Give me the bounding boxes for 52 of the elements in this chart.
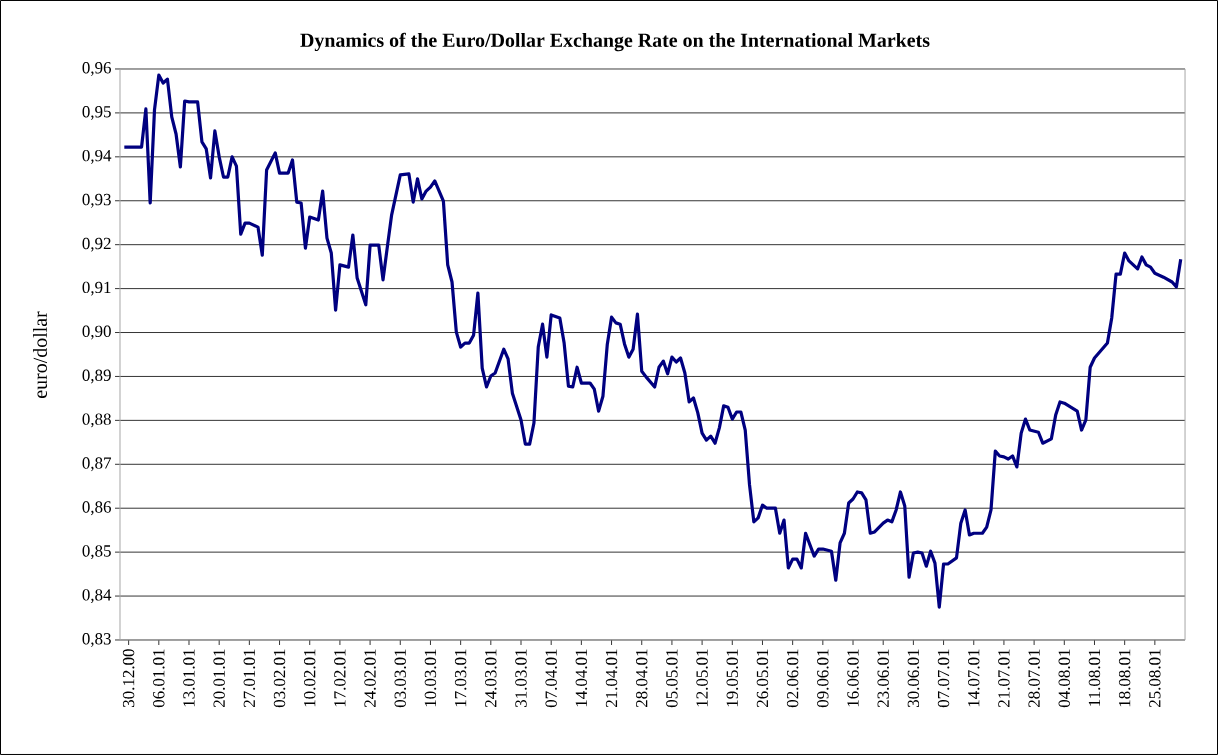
y-tick-label: 0,90	[82, 325, 111, 340]
y-tick-label: 0,96	[82, 62, 112, 76]
x-tick-label: 10.02.01	[303, 649, 316, 707]
y-tick-label: 0,83	[82, 633, 111, 647]
x-tick-label: 17.02.01	[334, 649, 346, 707]
y-tick-label: 0,95	[82, 105, 111, 120]
x-tick-label: 24.02.01	[364, 649, 376, 708]
x-tick-label: 25.08.01	[1149, 649, 1161, 708]
x-tick-label: 12.05.01	[696, 649, 708, 707]
x-tick-label: 04.08.01	[1058, 649, 1071, 708]
x-tick-label: 31.03.01	[515, 649, 527, 707]
y-tick-label: 0,84	[82, 589, 112, 603]
y-tick-label: 0,86	[82, 501, 112, 516]
x-tick-label: 26.05.01	[756, 649, 769, 708]
x-tick-label: 09.06.01	[817, 649, 829, 708]
x-tick-label: 14.04.01	[575, 649, 588, 707]
y-tick-label: 0,87	[82, 457, 112, 472]
x-tick-label: 10.03.01	[424, 649, 437, 707]
line-series	[122, 73, 1183, 609]
x-tick-label: 06.01.01	[153, 649, 165, 708]
x-tick-label: 03.03.01	[394, 649, 407, 708]
x-tick-label: 17.03.01	[454, 649, 467, 707]
chart-title: Dynamics of the Euro/Dollar Exchange Rate on the International Markets	[300, 32, 930, 52]
y-tick-label: 0,91	[82, 281, 111, 296]
x-tick-label: 03.02.01	[273, 649, 286, 708]
y-tick-label: 0,85	[82, 545, 111, 560]
x-tick-label: 20.01.01	[213, 649, 225, 708]
x-tick-label: 27.01.01	[243, 649, 256, 708]
x-tick-label: 07.07.01	[937, 649, 950, 708]
x-tick-label: 05.05.01	[666, 649, 678, 708]
x-tick-label: 30.06.01	[907, 649, 920, 707]
y-tick-label: 0,93	[82, 193, 111, 208]
x-tick-label: 21.04.01	[605, 649, 618, 708]
x-tick-label: 13.01.01	[183, 649, 195, 707]
x-tick-label: 28.04.01	[635, 649, 648, 708]
y-tick-label: 0,88	[82, 413, 111, 428]
x-tick-label: 02.06.01	[786, 649, 799, 708]
x-tick-label: 28.07.01	[1028, 649, 1040, 708]
x-tick-label: 16.06.01	[847, 649, 859, 707]
x-tick-label: 24.03.01	[485, 649, 497, 708]
y-tick-label: 0,89	[82, 369, 111, 384]
x-tick-label: 21.07.01	[998, 649, 1010, 708]
x-tick-label: 23.06.01	[877, 649, 889, 708]
y-tick-label: 0,94	[82, 149, 112, 164]
x-tick-label: 19.05.01	[726, 649, 739, 707]
x-tick-label: 14.07.01	[968, 649, 980, 707]
y-tick-label: 0,92	[82, 237, 111, 252]
x-tick-label: 11.08.01	[1088, 649, 1101, 706]
y-axis-title: euro/dollar	[33, 311, 48, 398]
x-tick-label: 07.04.01	[545, 649, 557, 708]
x-tick-label: 18.08.01	[1118, 649, 1131, 707]
x-tick-label: 30.12.00	[122, 649, 135, 707]
